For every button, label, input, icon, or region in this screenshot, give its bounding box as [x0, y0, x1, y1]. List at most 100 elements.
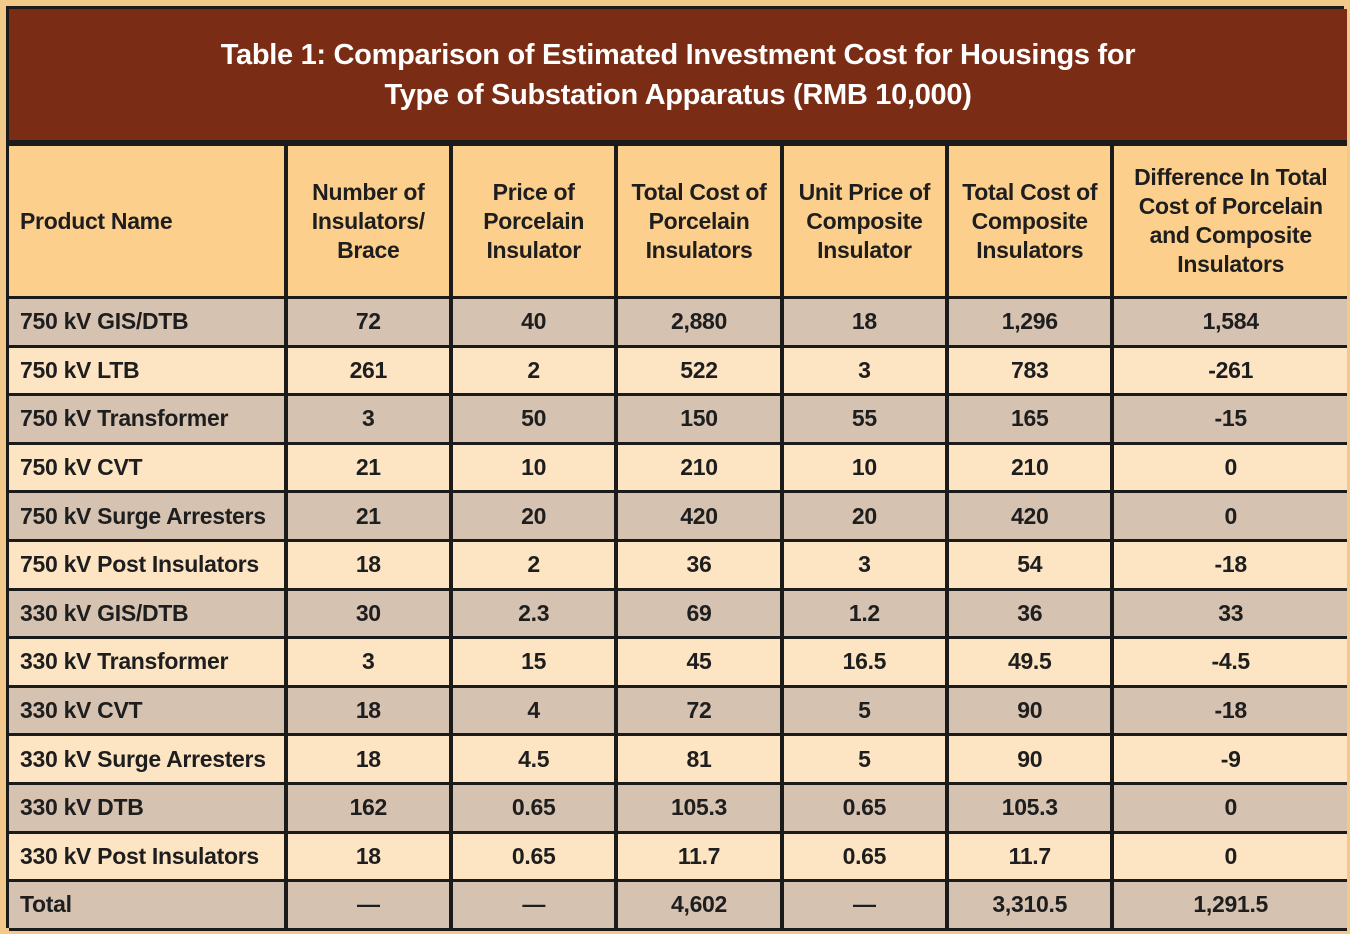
- cell-total-cost-porcelain: 72: [618, 687, 780, 734]
- table-row: 330 kV GIS/DTB 30 2.3 69 1.2 36 33: [9, 590, 1347, 637]
- cell-difference: -261: [1114, 347, 1347, 394]
- cell-total-cost-porcelain: 45: [618, 639, 780, 685]
- header-unit-price-composite: Unit Price of Composite Insulator: [783, 146, 946, 296]
- cell-number-of-insulators: 18: [287, 687, 449, 734]
- cell-total-cost-composite: 36: [949, 590, 1111, 637]
- cell-number-of-insulators: —: [287, 882, 449, 928]
- cell-number-of-insulators: 3: [287, 396, 449, 442]
- cell-product-name: 750 kV LTB: [9, 347, 284, 394]
- cost-comparison-table: Product Name Number of Insulators/ Brace…: [5, 143, 1350, 931]
- table-title: Table 1: Comparison of Estimated Investm…: [9, 9, 1347, 140]
- table-row: 750 kV GIS/DTB 72 40 2,880 18 1,296 1,584: [9, 299, 1347, 345]
- cell-difference: -15: [1114, 396, 1347, 442]
- table-row: 330 kV Post Insulators 18 0.65 11.7 0.65 11.7…: [9, 833, 1347, 880]
- cell-total-cost-composite: 1,296: [949, 299, 1111, 345]
- cell-total-cost-porcelain: 36: [618, 541, 780, 588]
- cell-total-cost-composite: 165: [949, 396, 1111, 442]
- cell-total-cost-composite: 783: [949, 347, 1111, 394]
- cell-difference: -9: [1114, 736, 1347, 782]
- cell-total-cost-porcelain: 420: [618, 493, 780, 539]
- header-price-porcelain: Price of Porcelain Insulator: [452, 146, 615, 296]
- cell-price-porcelain: 0.65: [452, 833, 615, 880]
- header-number-of-insulators: Number of Insulators/ Brace: [287, 146, 449, 296]
- cell-number-of-insulators: 18: [287, 541, 449, 588]
- cell-product-name: 750 kV Surge Arresters: [9, 493, 284, 539]
- table-row: 330 kV CVT 18 4 72 5 90 -18: [9, 687, 1347, 734]
- cell-total-cost-porcelain: 210: [618, 444, 780, 491]
- cell-total-cost-porcelain: 522: [618, 347, 780, 394]
- cell-product-name: 330 kV Transformer: [9, 639, 284, 685]
- cell-product-name: 330 kV GIS/DTB: [9, 590, 284, 637]
- cell-product-name: 330 kV Post Insulators: [9, 833, 284, 880]
- cell-total-cost-porcelain: 4,602: [618, 882, 780, 928]
- cell-unit-price-composite: 3: [783, 541, 946, 588]
- cell-number-of-insulators: 18: [287, 833, 449, 880]
- cell-total-cost-composite: 49.5: [949, 639, 1111, 685]
- cell-total-cost-composite: 90: [949, 736, 1111, 782]
- cell-total-cost-porcelain: 11.7: [618, 833, 780, 880]
- table-row: 750 kV LTB 261 2 522 3 783 -261: [9, 347, 1347, 394]
- cell-difference: 1,291.5: [1114, 882, 1347, 928]
- cell-number-of-insulators: 72: [287, 299, 449, 345]
- table-row: 750 kV Transformer 3 50 150 55 165 -15: [9, 396, 1347, 442]
- cell-total-cost-composite: 3,310.5: [949, 882, 1111, 928]
- table-title-line-2: Type of Substation Apparatus (RMB 10,000…: [384, 78, 972, 111]
- cell-product-name: 330 kV Surge Arresters: [9, 736, 284, 782]
- cell-price-porcelain: —: [452, 882, 615, 928]
- cell-product-name: 330 kV CVT: [9, 687, 284, 734]
- cell-price-porcelain: 0.65: [452, 784, 615, 831]
- cell-unit-price-composite: 1.2: [783, 590, 946, 637]
- cell-product-name: 750 kV Post Insulators: [9, 541, 284, 588]
- cell-price-porcelain: 2.3: [452, 590, 615, 637]
- cell-product-name: 750 kV Transformer: [9, 396, 284, 442]
- total-row: Total — —4,602—3,310.5 1,291.5: [9, 882, 1347, 928]
- cell-price-porcelain: 4.5: [452, 736, 615, 782]
- table-header: Product Name Number of Insulators/ Brace…: [9, 146, 1347, 296]
- cell-price-porcelain: 15: [452, 639, 615, 685]
- cell-unit-price-composite: 10: [783, 444, 946, 491]
- cell-number-of-insulators: 18: [287, 736, 449, 782]
- cell-unit-price-composite: 55: [783, 396, 946, 442]
- cell-unit-price-composite: 5: [783, 687, 946, 734]
- cell-difference: 0: [1114, 784, 1347, 831]
- cell-total-cost-porcelain: 105.3: [618, 784, 780, 831]
- cell-difference: -4.5: [1114, 639, 1347, 685]
- cell-difference: 0: [1114, 444, 1347, 491]
- cell-unit-price-composite: 0.65: [783, 784, 946, 831]
- cell-difference: 0: [1114, 493, 1347, 539]
- table-row: 330 kV Surge Arresters 18 4.5 81 5 90 -9: [9, 736, 1347, 782]
- cell-number-of-insulators: 3: [287, 639, 449, 685]
- cell-unit-price-composite: 18: [783, 299, 946, 345]
- cell-difference: 0: [1114, 833, 1347, 880]
- cell-number-of-insulators: 261: [287, 347, 449, 394]
- cell-total-cost-composite: 11.7: [949, 833, 1111, 880]
- cell-unit-price-composite: 20: [783, 493, 946, 539]
- cell-difference: 1,584: [1114, 299, 1347, 345]
- table-row: 750 kV Post Insulators 18 2 36 3 54 -18: [9, 541, 1347, 588]
- cost-comparison-table-container: Table 1: Comparison of Estimated Investm…: [9, 9, 1347, 931]
- cell-price-porcelain: 2: [452, 347, 615, 394]
- cell-price-porcelain: 40: [452, 299, 615, 345]
- cell-product-name: 330 kV DTB: [9, 784, 284, 831]
- cell-unit-price-composite: 5: [783, 736, 946, 782]
- cell-total-cost-composite: 90: [949, 687, 1111, 734]
- cell-number-of-insulators: 162: [287, 784, 449, 831]
- cell-unit-price-composite: 0.65: [783, 833, 946, 880]
- cell-total-cost-composite: 54: [949, 541, 1111, 588]
- header-difference: Difference In Total Cost of Porcelain an…: [1114, 146, 1347, 296]
- cell-number-of-insulators: 21: [287, 444, 449, 491]
- cell-difference: -18: [1114, 541, 1347, 588]
- cell-unit-price-composite: —: [783, 882, 946, 928]
- cell-total-cost-composite: 210: [949, 444, 1111, 491]
- cell-product-name: Total: [9, 882, 284, 928]
- cell-product-name: 750 kV GIS/DTB: [9, 299, 284, 345]
- cell-difference: 33: [1114, 590, 1347, 637]
- cell-total-cost-composite: 105.3: [949, 784, 1111, 831]
- cell-price-porcelain: 20: [452, 493, 615, 539]
- table-row: 750 kV Surge Arresters 21 20 420 20 420 0: [9, 493, 1347, 539]
- header-total-cost-porcelain: Total Cost of Porcelain Insulators: [618, 146, 780, 296]
- cell-price-porcelain: 4: [452, 687, 615, 734]
- cell-total-cost-porcelain: 150: [618, 396, 780, 442]
